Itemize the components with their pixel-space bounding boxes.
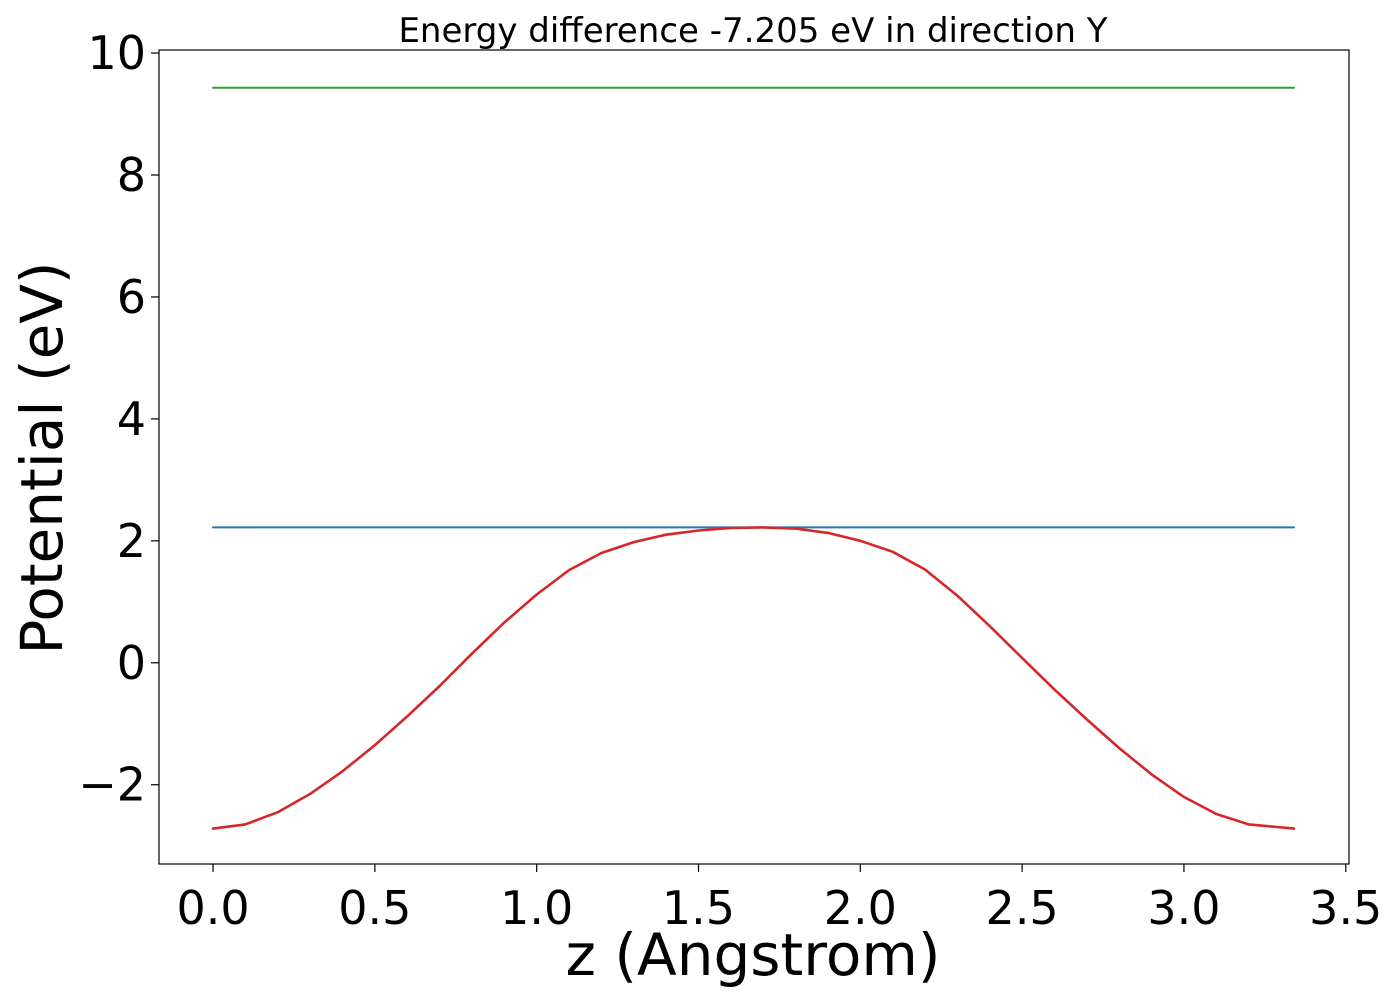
x-tick-label: 0.0 (176, 881, 249, 935)
y-tick-label: 4 (117, 392, 146, 446)
x-tick-label: 2.5 (986, 881, 1059, 935)
series-line-2 (211, 526, 1296, 830)
y-tick-label: 10 (87, 26, 146, 80)
series-layer (211, 86, 1296, 830)
x-axis-label: z (Angstrom) (566, 921, 941, 989)
y-tick-label: 0 (117, 636, 146, 690)
axes-layer: 0.0 0.5 1.0 1.5 2.0 2.5 3.0 3.5 −2 0 2 4 6 8 10 (78, 26, 1382, 935)
y-tick-label: −2 (78, 758, 146, 812)
plot-frame (158, 49, 1350, 865)
x-tick-label: 0.5 (338, 881, 411, 935)
chart-title: Energy difference -7.205 eV in direction… (398, 11, 1107, 51)
x-tick-label: 2.0 (824, 881, 897, 935)
x-tick-label: 1.5 (662, 881, 735, 935)
y-tick-label: 2 (117, 514, 146, 568)
x-tick-label: 3.5 (1309, 881, 1382, 935)
x-tick-label: 3.0 (1147, 881, 1220, 935)
y-tick-label: 6 (117, 270, 146, 324)
x-tick-label: 1.0 (500, 881, 573, 935)
y-axis-label: Potential (eV) (8, 261, 76, 654)
y-tick-label: 8 (117, 148, 146, 202)
